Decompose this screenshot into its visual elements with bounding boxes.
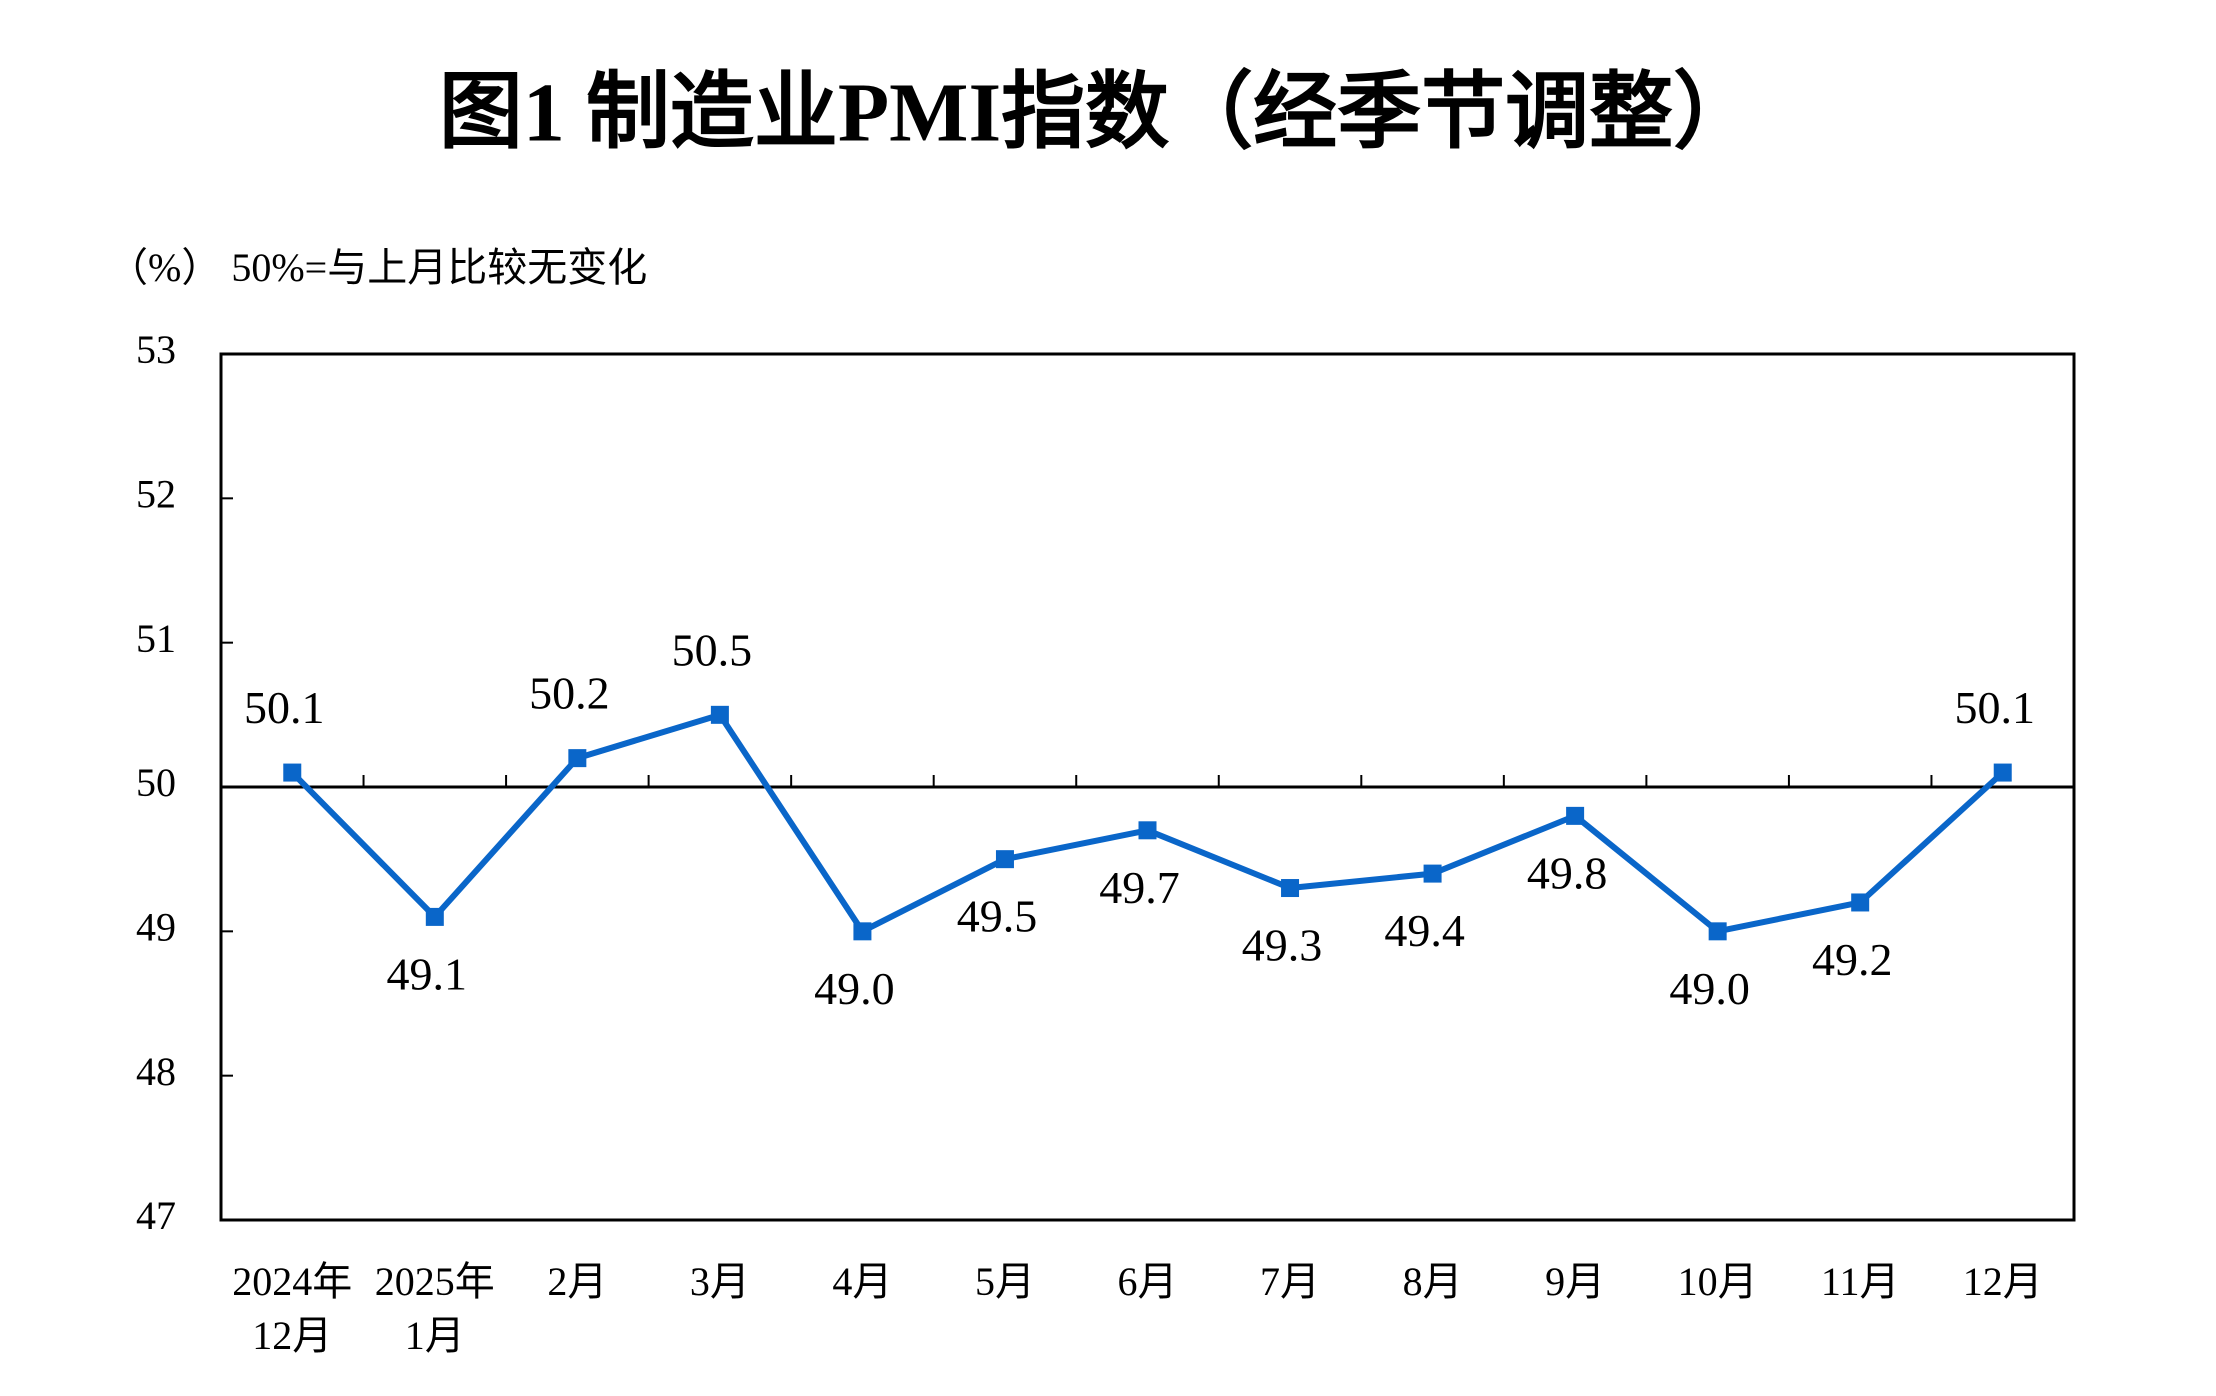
chart-title: 图1 制造业PMI指数（经季节调整） bbox=[439, 66, 1757, 159]
x-tick-label: 5月 bbox=[975, 1259, 1035, 1304]
x-tick-label: 1月 bbox=[405, 1313, 465, 1358]
data-label: 49.2 bbox=[1812, 934, 1893, 985]
x-tick-label: 9月 bbox=[1545, 1259, 1605, 1304]
marker bbox=[1566, 806, 1585, 825]
y-tick-label: 51 bbox=[136, 616, 176, 661]
y-tick-label: 53 bbox=[136, 327, 176, 372]
marker bbox=[1851, 893, 1870, 912]
marker bbox=[1138, 821, 1157, 840]
data-label: 49.4 bbox=[1384, 905, 1465, 956]
x-tick-label: 11月 bbox=[1821, 1259, 1900, 1304]
x-tick-label: 6月 bbox=[1118, 1259, 1178, 1304]
marker bbox=[425, 907, 444, 926]
marker bbox=[1993, 763, 2012, 782]
chart-subtitle: （%） 50%=与上月比较无变化 bbox=[108, 245, 647, 290]
data-label: 49.0 bbox=[814, 963, 895, 1014]
y-tick-label: 47 bbox=[136, 1193, 176, 1238]
marker bbox=[995, 850, 1014, 869]
data-label: 49.1 bbox=[387, 948, 468, 999]
data-label: 50.5 bbox=[672, 624, 753, 675]
y-tick-label: 52 bbox=[136, 472, 176, 517]
marker bbox=[1423, 864, 1442, 883]
x-tick-label: 8月 bbox=[1403, 1259, 1463, 1304]
x-tick-label: 12月 bbox=[252, 1313, 332, 1358]
y-tick-label: 48 bbox=[136, 1049, 176, 1094]
data-label: 49.3 bbox=[1242, 920, 1323, 971]
y-tick-label: 50 bbox=[136, 760, 176, 805]
x-tick-label: 2025年 bbox=[375, 1259, 495, 1304]
marker bbox=[1281, 879, 1300, 898]
x-tick-label: 2024年 bbox=[232, 1259, 352, 1304]
marker bbox=[283, 763, 302, 782]
y-tick-label: 49 bbox=[136, 905, 176, 950]
marker bbox=[710, 705, 729, 724]
data-label: 49.5 bbox=[957, 891, 1038, 942]
marker bbox=[568, 749, 587, 768]
data-label: 49.7 bbox=[1099, 862, 1180, 913]
data-label: 50.1 bbox=[1954, 682, 2035, 733]
x-tick-label: 2月 bbox=[547, 1259, 607, 1304]
marker bbox=[1708, 922, 1727, 941]
x-tick-label: 7月 bbox=[1260, 1259, 1320, 1304]
x-tick-label: 12月 bbox=[1963, 1259, 2043, 1304]
x-tick-label: 10月 bbox=[1678, 1259, 1758, 1304]
x-tick-label: 4月 bbox=[832, 1259, 892, 1304]
data-label: 50.2 bbox=[529, 668, 610, 719]
x-tick-label: 3月 bbox=[690, 1259, 750, 1304]
marker bbox=[853, 922, 872, 941]
data-label: 49.8 bbox=[1527, 847, 1608, 898]
data-label: 49.0 bbox=[1669, 963, 1750, 1014]
data-label: 50.1 bbox=[244, 682, 325, 733]
